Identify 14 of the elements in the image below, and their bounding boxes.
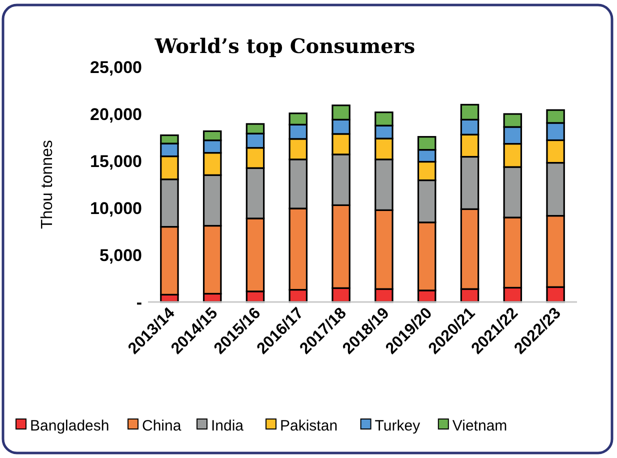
y-tick-label: 15,000 (90, 152, 142, 171)
legend-label: India (211, 417, 244, 434)
legend-label: Vietnam (452, 417, 508, 434)
y-axis-title: Thou tonnes (39, 140, 56, 229)
y-tick-label: 10,000 (90, 198, 142, 218)
chart-title: World’s top Consumers (154, 34, 416, 58)
legend-label: Pakistan (280, 417, 338, 434)
y-tick-label: - (136, 292, 142, 312)
y-tick-label: 25,000 (90, 58, 142, 77)
legend-label: Turkey (374, 417, 421, 434)
legend-label: Bangladesh (30, 417, 110, 434)
y-tick-label: 20,000 (90, 104, 142, 124)
y-tick-label: 5,000 (99, 246, 142, 265)
legend-label: China (142, 417, 182, 434)
